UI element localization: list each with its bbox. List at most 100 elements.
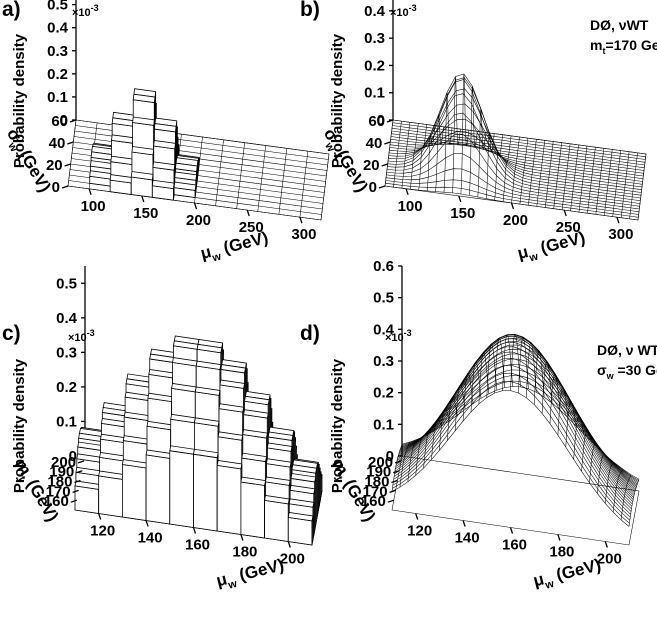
histogram-bar <box>264 499 289 542</box>
y-tick-label: 190 <box>49 464 74 481</box>
x-tick-label: 100 <box>398 198 423 215</box>
surface-line <box>573 415 584 460</box>
histogram-bar <box>217 431 244 441</box>
z-tick-label: 0.1 <box>373 416 394 433</box>
x-tick <box>88 188 92 196</box>
surface-line <box>502 334 513 391</box>
surface-line <box>578 146 588 213</box>
y-tick <box>69 119 77 123</box>
x-tick-label: 150 <box>450 205 475 222</box>
x-tick-label: 180 <box>549 544 574 561</box>
panel-label: c) <box>2 322 21 345</box>
y-tick-label: 200 <box>51 454 76 471</box>
y-tick-label: 60 <box>51 113 68 130</box>
x-tick-label: 250 <box>239 219 264 236</box>
surface-line <box>399 441 411 488</box>
surface-line <box>612 150 621 217</box>
y-tick <box>391 479 398 484</box>
histogram-bar <box>193 417 220 427</box>
surface-line <box>447 396 458 441</box>
histogram-bar <box>267 431 294 441</box>
y-tick-label: 0 <box>369 179 377 196</box>
y-tick-label: 0 <box>52 179 60 196</box>
y-tick-label: 20 <box>46 157 63 174</box>
z-tick-label: 0.3 <box>56 344 77 361</box>
x-tick <box>246 209 250 217</box>
y-tick <box>72 489 79 493</box>
z-tick-label: 0.2 <box>47 66 68 83</box>
surface-line <box>391 444 403 492</box>
surface-line <box>478 351 490 405</box>
x-tick <box>405 188 409 196</box>
surface-line <box>628 479 640 527</box>
surface-line <box>511 136 520 203</box>
surface-line <box>589 442 600 483</box>
y-tick-label: 170 <box>46 483 71 500</box>
histogram-bar <box>173 181 197 191</box>
x-tick <box>240 534 244 541</box>
y-tick-label: 170 <box>363 483 388 500</box>
x-tick <box>192 527 197 534</box>
z-tick-label: 0.4 <box>56 310 78 327</box>
surface-line <box>391 390 630 527</box>
floor-outline <box>391 455 640 546</box>
z-tick-label: 0.4 <box>364 3 386 20</box>
histogram-bar <box>145 454 171 525</box>
exponent-label: ×10-3 <box>68 328 95 344</box>
surface-line <box>518 336 529 394</box>
x-tick-label: 140 <box>138 530 163 547</box>
z-tick-label: 0.2 <box>373 385 394 402</box>
histogram-bar <box>194 386 221 396</box>
y-tick-label: 200 <box>368 454 393 471</box>
histogram-bar <box>241 452 267 463</box>
x-tick <box>616 216 620 224</box>
histogram-bar <box>132 93 156 103</box>
surface-line <box>502 135 512 202</box>
surface-line <box>415 435 426 476</box>
x-tick-label: 160 <box>502 537 527 554</box>
surface-line <box>462 372 474 422</box>
x-tick <box>287 541 291 548</box>
surface-line <box>452 76 461 193</box>
x-tick-label: 150 <box>133 205 158 222</box>
surface-line <box>595 148 605 215</box>
z-tick-label: 0.3 <box>373 353 394 370</box>
y-tick <box>381 163 388 167</box>
z-tick-label: 0 <box>60 112 68 129</box>
y-tick-label: 40 <box>49 135 66 152</box>
histogram-bar <box>132 116 155 126</box>
histogram-bar <box>240 481 266 539</box>
surface-line <box>541 360 553 414</box>
z-tick-label: 0.5 <box>373 290 394 307</box>
histogram-bar <box>289 484 316 495</box>
y-tick-label: 190 <box>366 464 391 481</box>
z-tick-label: 0.3 <box>47 43 68 60</box>
y-tick-label: 60 <box>368 113 385 130</box>
x-tick-label: 180 <box>232 544 257 561</box>
surface-line <box>536 140 546 207</box>
x-tick-label: 140 <box>455 530 480 547</box>
z-tick-label: 0.5 <box>56 275 77 292</box>
histogram-bar <box>290 473 317 483</box>
x-tick-label: 120 <box>407 523 432 540</box>
x-tick <box>462 520 466 527</box>
y-tick <box>386 119 394 123</box>
histogram-bar <box>174 162 198 172</box>
histogram-bar <box>243 409 269 419</box>
exponent-label: ×10-3 <box>72 3 99 19</box>
x-tick-label: 300 <box>291 226 316 243</box>
histogram-bar <box>195 360 222 370</box>
x-tick-label: 300 <box>608 226 633 243</box>
z-tick-label: 0.4 <box>373 321 395 338</box>
histogram-bar <box>240 476 266 486</box>
x-tick <box>145 520 149 527</box>
z-tick-label: 0.6 <box>373 258 394 275</box>
surface-line <box>407 438 419 482</box>
surface-line <box>384 119 394 187</box>
surface-line <box>510 333 521 391</box>
y-tick-label: 180 <box>364 474 389 491</box>
x-tick <box>509 527 514 534</box>
z-tick-label: 0.5 <box>47 0 68 14</box>
histogram-bar <box>130 171 154 181</box>
